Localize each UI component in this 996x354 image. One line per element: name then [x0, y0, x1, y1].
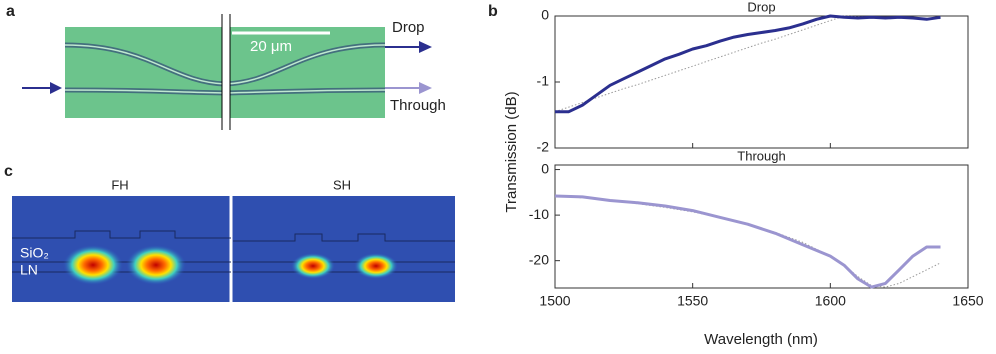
x-tick-label: 1500	[539, 293, 570, 309]
plot-frame	[554, 164, 969, 289]
through-arrow	[385, 82, 432, 94]
data-line	[554, 194, 941, 289]
y-tick-label: -2	[537, 139, 550, 155]
scale-text: 20 μm	[250, 38, 292, 55]
x-tick-label: 1550	[677, 293, 708, 309]
mode-title: FH	[111, 177, 128, 192]
fit-line	[554, 195, 941, 288]
subplot-title: Through	[737, 148, 785, 163]
x-tick-label: 1600	[815, 293, 846, 309]
subplot-title: Drop	[747, 0, 775, 14]
y-axis-label: Transmission (dB)	[503, 91, 520, 212]
x-tick-label: 1650	[952, 293, 983, 309]
layer-label: SiO₂	[20, 245, 49, 261]
cut-gap	[222, 14, 230, 130]
y-tick-label: 0	[541, 160, 549, 176]
panel-label: a	[6, 3, 15, 20]
mode-profile	[63, 245, 398, 285]
y-tick-label: -1	[537, 73, 550, 89]
input-arrow	[22, 82, 62, 94]
through-label: Through	[390, 97, 446, 114]
x-axis-label: Wavelength (nm)	[704, 331, 818, 348]
y-tick-label: 0	[541, 7, 549, 23]
mode-title: SH	[333, 177, 351, 192]
drop-arrow	[385, 41, 432, 53]
y-tick-label: -20	[529, 251, 549, 267]
fit-line	[554, 15, 941, 113]
drop-label: Drop	[392, 19, 425, 36]
y-tick-label: -10	[529, 206, 549, 222]
panel-label: c	[4, 163, 13, 180]
panel-label: b	[488, 3, 498, 20]
layer-label: LN	[20, 262, 38, 278]
data-line	[555, 14, 941, 114]
structure-outline	[12, 230, 455, 273]
